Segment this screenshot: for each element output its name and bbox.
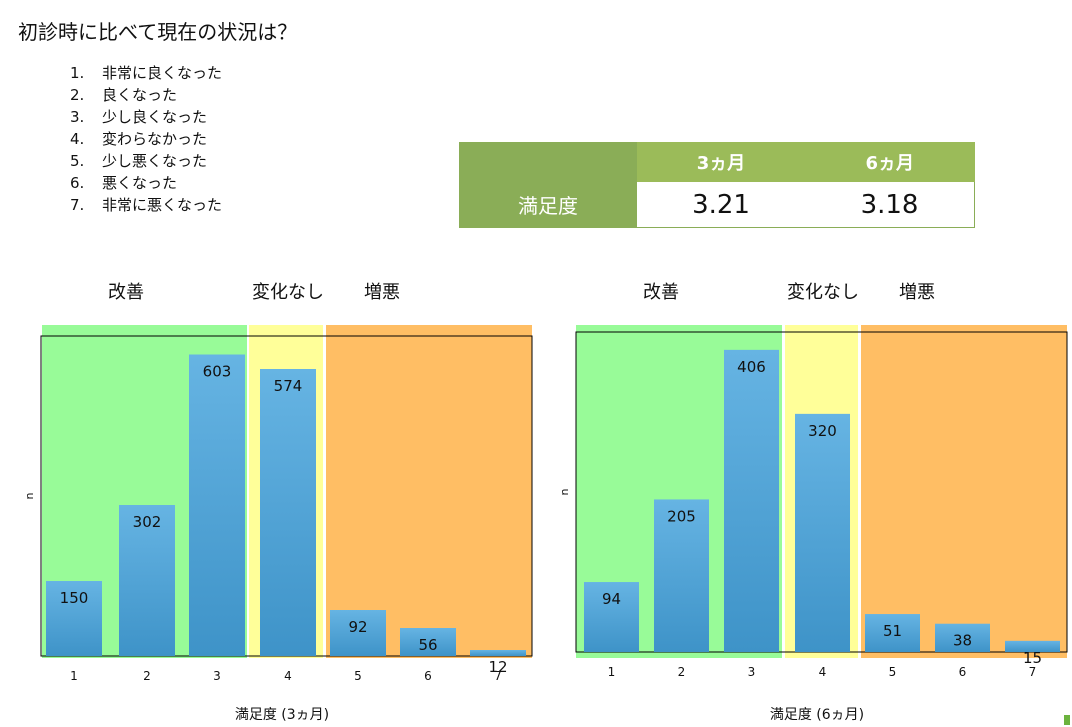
- bar-value-label: 574: [274, 377, 303, 395]
- option-number: 3.: [70, 108, 85, 126]
- option-number: 1.: [70, 64, 85, 82]
- x-tick-label: 4: [284, 669, 292, 683]
- bar-value-label: 12: [488, 658, 507, 676]
- table-row-label: 満足度: [459, 182, 637, 228]
- bar-value-label: 150: [60, 589, 89, 607]
- list-item: 6. 悪くなった: [70, 172, 222, 194]
- x-axis-label: 満足度 (6ヵ月): [770, 707, 864, 723]
- bar: [189, 354, 245, 656]
- x-tick-label: 2: [678, 665, 686, 679]
- bar: [119, 505, 175, 656]
- option-label: 非常に良くなった: [102, 64, 223, 82]
- bar: [330, 610, 386, 656]
- x-tick-label: 2: [143, 669, 151, 683]
- x-tick-label: 3: [213, 669, 221, 683]
- bar: [795, 413, 850, 652]
- x-tick-label: 6: [959, 665, 967, 679]
- list-item: 2. 良くなった: [70, 84, 222, 106]
- bar: [584, 582, 639, 652]
- region-band: [326, 325, 532, 658]
- corner-marker: [1064, 715, 1070, 725]
- region-label: 増悪: [899, 282, 935, 303]
- chart-3-months: 改善 変化なし 増悪 150 1 302 2 603 3 574 4 92 5 56 6 127 n 満足度 (3…: [26, 270, 546, 725]
- region-label: 変化なし: [787, 282, 859, 303]
- bar-value-label: 51: [883, 622, 902, 640]
- bar: [935, 623, 990, 652]
- bar: [470, 650, 526, 656]
- x-axis-label: 満足度 (3ヵ月): [235, 707, 329, 723]
- region-label: 変化なし: [252, 282, 324, 303]
- bar-value-label: 38: [953, 632, 972, 650]
- chart-3-months-svg: 改善 変化なし 増悪 150 1 302 2 603 3 574 4 92 5 56 6 127 n 満足度 (3…: [26, 282, 533, 723]
- region-label: 増悪: [364, 282, 400, 303]
- chart-6-months: 改善 変化なし 増悪 94 1 205 2 406 3 320 4 51 5 38 6 157 n 満足度 (6ヵ…: [561, 270, 1072, 725]
- bar-value-label: 603: [203, 363, 232, 381]
- option-label: 非常に悪くなった: [102, 196, 223, 214]
- table-header-3-months: 3ヵ月: [637, 142, 806, 183]
- option-number: 6.: [70, 174, 85, 192]
- satisfaction-table: 3ヵ月 6ヵ月 満足度 3.21 3.18: [459, 142, 976, 229]
- list-item: 1. 非常に良くなった: [70, 62, 222, 84]
- option-number: 2.: [70, 86, 85, 104]
- option-number: 4.: [70, 130, 85, 148]
- option-number: 5.: [70, 152, 85, 170]
- table-corner-cell: [459, 142, 637, 183]
- bar: [865, 614, 920, 652]
- bar-value-label: 92: [348, 618, 367, 636]
- page-title: 初診時に比べて現在の状況は？: [18, 20, 298, 44]
- bar-value-label: 320: [808, 422, 837, 440]
- x-tick-label: 6: [424, 669, 432, 683]
- list-item: 7. 非常に悪くなった: [70, 194, 222, 216]
- bar: [260, 369, 316, 656]
- bar: [724, 349, 779, 652]
- list-item: 4. 変わらなかった: [70, 128, 222, 150]
- list-item: 3. 少し良くなった: [70, 106, 222, 128]
- region-label: 改善: [643, 282, 679, 303]
- x-tick-label: 4: [819, 665, 827, 679]
- bar-value-label: 15: [1023, 649, 1042, 667]
- x-tick-label: 1: [608, 665, 616, 679]
- y-axis-label: n: [561, 488, 571, 495]
- list-item: 5. 少し悪くなった: [70, 150, 222, 172]
- x-tick-label: 3: [748, 665, 756, 679]
- region-label: 改善: [108, 282, 144, 303]
- x-tick-label: 7: [494, 669, 502, 683]
- bar: [654, 499, 709, 652]
- chart-6-months-svg: 改善 変化なし 増悪 94 1 205 2 406 3 320 4 51 5 38 6 157 n 満足度 (6ヵ…: [561, 282, 1068, 723]
- y-axis-label: n: [26, 492, 36, 499]
- option-label: 少し悪くなった: [102, 152, 208, 170]
- x-tick-label: 5: [354, 669, 362, 683]
- x-tick-label: 7: [1029, 665, 1037, 679]
- bar-value-label: 56: [418, 636, 437, 654]
- x-tick-label: 1: [70, 669, 78, 683]
- option-number: 7.: [70, 196, 85, 214]
- option-label: 変わらなかった: [102, 130, 208, 148]
- table-value-3-months: 3.21: [637, 182, 806, 229]
- bar: [46, 581, 102, 656]
- answer-options-list: 1. 非常に良くなった 2. 良くなった 3. 少し良くなった 4. 変わらなかった 5…: [70, 62, 222, 216]
- option-label: 良くなった: [102, 86, 178, 104]
- table-value-6-months: 3.18: [805, 182, 976, 229]
- bar: [400, 628, 456, 656]
- bar-value-label: 406: [737, 358, 766, 376]
- x-tick-label: 5: [889, 665, 897, 679]
- bar-value-label: 302: [133, 513, 162, 531]
- bar-value-label: 205: [667, 507, 696, 525]
- option-label: 少し良くなった: [102, 108, 208, 126]
- bar: [1005, 640, 1060, 652]
- table-header-6-months: 6ヵ月: [805, 142, 975, 183]
- option-label: 悪くなった: [102, 174, 178, 192]
- region-band: [861, 325, 1067, 658]
- bar-value-label: 94: [602, 590, 621, 608]
